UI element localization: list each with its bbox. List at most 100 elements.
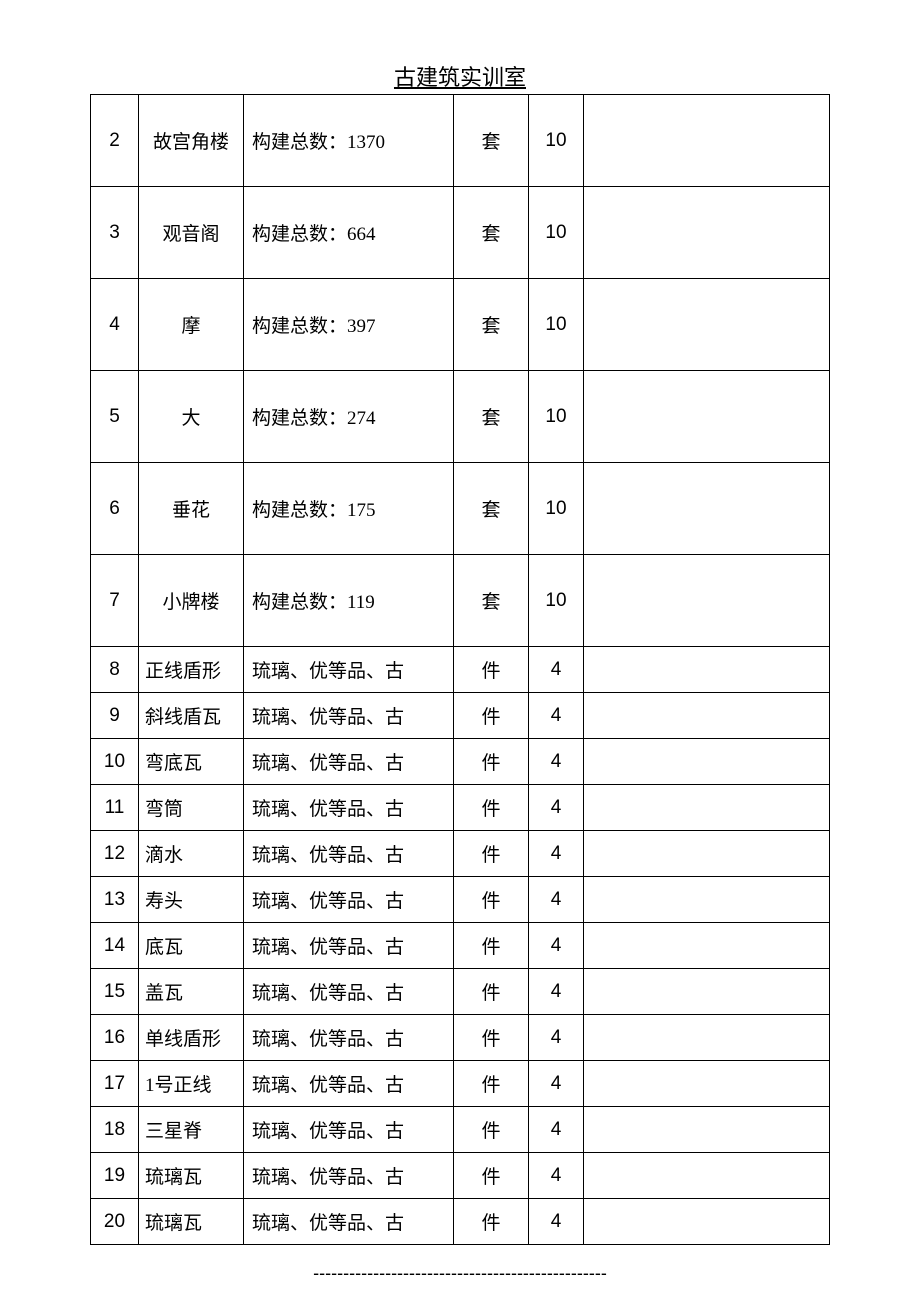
cell-name: 弯底瓦 <box>139 739 244 785</box>
table-row: 19琉璃瓦琉璃、优等品、古件4 <box>91 1153 830 1199</box>
cell-qty: 4 <box>529 877 584 923</box>
cell-index: 7 <box>91 555 139 647</box>
cell-desc: 琉璃、优等品、古 <box>244 785 454 831</box>
table-row: 171号正线琉璃、优等品、古件4 <box>91 1061 830 1107</box>
cell-name: 摩 <box>139 279 244 371</box>
table-row: 8正线盾形琉璃、优等品、古件4 <box>91 647 830 693</box>
table-row: 9斜线盾瓦琉璃、优等品、古件4 <box>91 693 830 739</box>
table-row: 6垂花构建总数：175套10 <box>91 463 830 555</box>
table-row: 18三星脊琉璃、优等品、古件4 <box>91 1107 830 1153</box>
cell-qty: 4 <box>529 1061 584 1107</box>
cell-desc: 琉璃、优等品、古 <box>244 1015 454 1061</box>
cell-desc: 构建总数：119 <box>244 555 454 647</box>
cell-name: 三星脊 <box>139 1107 244 1153</box>
cell-note <box>584 877 830 923</box>
cell-unit: 件 <box>454 647 529 693</box>
cell-unit: 件 <box>454 1153 529 1199</box>
table-row: 15盖瓦琉璃、优等品、古件4 <box>91 969 830 1015</box>
table-row: 10弯底瓦琉璃、优等品、古件4 <box>91 739 830 785</box>
cell-desc: 构建总数：664 <box>244 187 454 279</box>
cell-index: 11 <box>91 785 139 831</box>
cell-unit: 件 <box>454 923 529 969</box>
cell-unit: 件 <box>454 969 529 1015</box>
table-row: 3观音阁构建总数：664套10 <box>91 187 830 279</box>
cell-name: 观音阁 <box>139 187 244 279</box>
cell-unit: 件 <box>454 1015 529 1061</box>
cell-index: 4 <box>91 279 139 371</box>
cell-qty: 4 <box>529 1015 584 1061</box>
cell-qty: 10 <box>529 95 584 187</box>
cell-index: 20 <box>91 1199 139 1245</box>
cell-desc: 琉璃、优等品、古 <box>244 739 454 785</box>
cell-unit: 件 <box>454 1199 529 1245</box>
cell-name: 大 <box>139 371 244 463</box>
cell-unit: 件 <box>454 739 529 785</box>
cell-name: 底瓦 <box>139 923 244 969</box>
cell-note <box>584 831 830 877</box>
cell-qty: 4 <box>529 647 584 693</box>
cell-unit: 件 <box>454 1061 529 1107</box>
cell-unit: 件 <box>454 1107 529 1153</box>
cell-note <box>584 739 830 785</box>
cell-note <box>584 95 830 187</box>
cell-index: 3 <box>91 187 139 279</box>
cell-name: 寿头 <box>139 877 244 923</box>
cell-note <box>584 555 830 647</box>
cell-note <box>584 923 830 969</box>
data-table: 2故宫角楼构建总数：1370套103观音阁构建总数：664套104摩构建总数：3… <box>90 94 830 1245</box>
cell-desc: 构建总数：175 <box>244 463 454 555</box>
cell-desc: 琉璃、优等品、古 <box>244 877 454 923</box>
table-container: 2故宫角楼构建总数：1370套103观音阁构建总数：664套104摩构建总数：3… <box>0 94 920 1245</box>
cell-desc: 构建总数：274 <box>244 371 454 463</box>
cell-note <box>584 1153 830 1199</box>
cell-unit: 套 <box>454 95 529 187</box>
cell-note <box>584 969 830 1015</box>
page-title: 古建筑实训室 <box>0 60 920 92</box>
table-row: 20琉璃瓦琉璃、优等品、古件4 <box>91 1199 830 1245</box>
cell-index: 5 <box>91 371 139 463</box>
cell-desc: 琉璃、优等品、古 <box>244 693 454 739</box>
cell-name: 1号正线 <box>139 1061 244 1107</box>
table-row: 14底瓦琉璃、优等品、古件4 <box>91 923 830 969</box>
cell-name: 滴水 <box>139 831 244 877</box>
cell-note <box>584 647 830 693</box>
cell-note <box>584 371 830 463</box>
cell-name: 斜线盾瓦 <box>139 693 244 739</box>
cell-note <box>584 1199 830 1245</box>
table-row: 2故宫角楼构建总数：1370套10 <box>91 95 830 187</box>
cell-index: 16 <box>91 1015 139 1061</box>
cell-note <box>584 693 830 739</box>
cell-name: 琉璃瓦 <box>139 1199 244 1245</box>
cell-qty: 4 <box>529 923 584 969</box>
cell-qty: 10 <box>529 187 584 279</box>
cell-name: 故宫角楼 <box>139 95 244 187</box>
cell-desc: 琉璃、优等品、古 <box>244 1107 454 1153</box>
table-row: 11弯筒琉璃、优等品、古件4 <box>91 785 830 831</box>
cell-qty: 10 <box>529 279 584 371</box>
cell-unit: 套 <box>454 371 529 463</box>
table-row: 7小牌楼构建总数：119套10 <box>91 555 830 647</box>
footer-divider: ----------------------------------------… <box>0 1263 920 1284</box>
cell-desc: 琉璃、优等品、古 <box>244 647 454 693</box>
cell-qty: 10 <box>529 555 584 647</box>
cell-index: 13 <box>91 877 139 923</box>
cell-index: 6 <box>91 463 139 555</box>
cell-note <box>584 1015 830 1061</box>
table-row: 16单线盾形琉璃、优等品、古件4 <box>91 1015 830 1061</box>
cell-desc: 构建总数：1370 <box>244 95 454 187</box>
cell-unit: 套 <box>454 279 529 371</box>
cell-name: 垂花 <box>139 463 244 555</box>
cell-index: 8 <box>91 647 139 693</box>
cell-note <box>584 279 830 371</box>
cell-desc: 琉璃、优等品、古 <box>244 923 454 969</box>
cell-note <box>584 1061 830 1107</box>
cell-note <box>584 785 830 831</box>
cell-desc: 琉璃、优等品、古 <box>244 969 454 1015</box>
cell-index: 15 <box>91 969 139 1015</box>
table-row: 12滴水琉璃、优等品、古件4 <box>91 831 830 877</box>
cell-qty: 4 <box>529 831 584 877</box>
cell-qty: 10 <box>529 463 584 555</box>
cell-desc: 琉璃、优等品、古 <box>244 1153 454 1199</box>
cell-index: 2 <box>91 95 139 187</box>
cell-qty: 10 <box>529 371 584 463</box>
